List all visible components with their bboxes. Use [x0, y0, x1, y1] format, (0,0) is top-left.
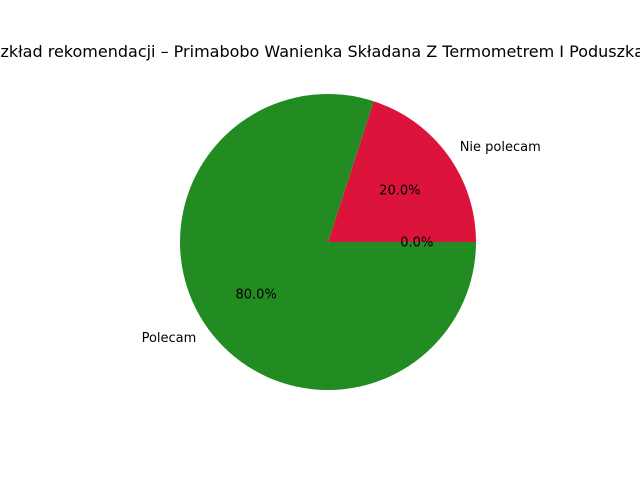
pie-slice-polecam	[179, 94, 476, 390]
slice-label-nie-polecam: Nie polecam	[460, 140, 541, 155]
slice-label-polecam: Polecam	[142, 331, 197, 346]
slice-percent-slice-2: 0.0%	[400, 236, 433, 251]
chart-title: Rozkład rekomendacji – Primabobo Wanienk…	[0, 42, 640, 61]
slice-percent-polecam: 80.0%	[236, 288, 277, 303]
pie-slices	[179, 94, 476, 390]
slice-percent-nie-polecam: 20.0%	[379, 183, 420, 198]
pie-labels: Nie polecam 20.0% Polecam 80.0% 0.0%	[142, 140, 541, 346]
pie-slice-nie-polecam	[328, 101, 476, 242]
